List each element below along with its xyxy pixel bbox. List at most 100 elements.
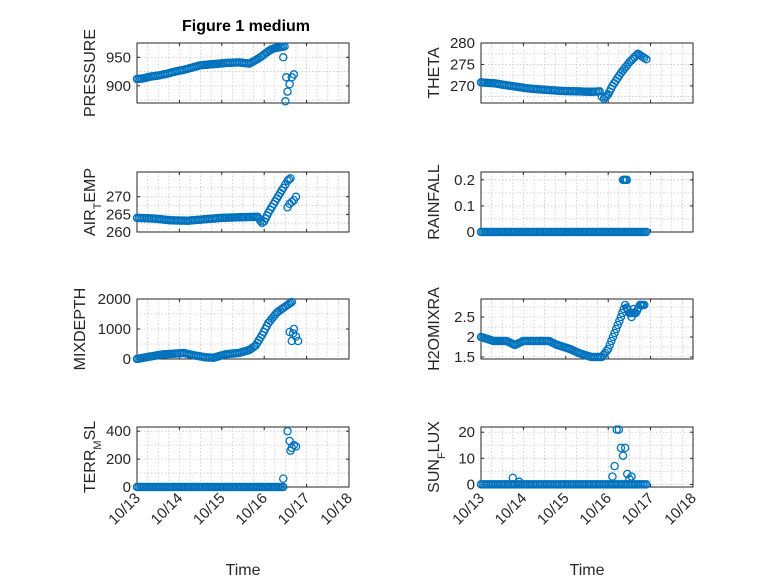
- data-point: [256, 216, 265, 226]
- y-axis-label: H2OMIXRA: [426, 287, 443, 371]
- y-axis-label-part: SUN: [426, 459, 443, 493]
- data-point: [627, 312, 636, 322]
- subplot-1: 900 950 PRESSURE: [82, 29, 350, 117]
- data-point: [508, 473, 518, 483]
- data-point: [608, 332, 618, 342]
- y-tick-label: 950: [106, 49, 131, 66]
- y-axis-label-part: SL: [82, 421, 99, 441]
- data-point: [623, 469, 632, 479]
- y-tick-label: 0: [467, 476, 475, 493]
- y-axis-label: RAINFALL: [426, 164, 443, 240]
- y-tick-label: 0: [467, 224, 475, 241]
- data-point: [629, 304, 638, 314]
- y-axis-label-part: TERR: [82, 450, 99, 494]
- y-tick-label: 280: [450, 35, 475, 52]
- x-axis-label: Time: [226, 562, 261, 579]
- data-point: [620, 443, 630, 453]
- data-point: [603, 344, 613, 354]
- data-point: [283, 426, 292, 436]
- data-point: [279, 53, 288, 62]
- data-point: [287, 197, 297, 207]
- x-axis-label: Time: [570, 562, 605, 579]
- subplot-5: 0 1000 2000 MIXDEPTH: [72, 288, 350, 371]
- data-point: [607, 336, 616, 346]
- data-point: [639, 300, 649, 310]
- y-axis-label: SUNFLUX: [426, 421, 448, 493]
- data-point: [616, 312, 626, 322]
- data-point: [279, 482, 288, 492]
- y-tick-label: 0: [123, 351, 131, 368]
- axis-box: [480, 42, 694, 104]
- data-point: [642, 227, 651, 237]
- data-point: [514, 477, 524, 487]
- y-axis-label: MIXDEPTH: [72, 288, 89, 371]
- data-point: [288, 329, 298, 338]
- y-axis-label-subscript: M: [92, 440, 104, 449]
- data-point: [291, 442, 301, 451]
- y-axis-label-part: AIR: [82, 209, 99, 236]
- figure-title: Figure 1 medium: [182, 18, 310, 35]
- data-point: [627, 472, 636, 481]
- y-axis-label: AIRTEMP: [82, 168, 104, 236]
- subplot-4: 0 0.1 0.2 RAINFALL: [426, 164, 694, 241]
- y-tick-label: 400: [106, 423, 131, 440]
- axis-box: [136, 42, 350, 104]
- y-tick-label: 270: [106, 189, 131, 206]
- data-point: [611, 324, 621, 334]
- axis-box: [136, 171, 350, 233]
- y-tick-label: 200: [106, 451, 131, 468]
- subplot-2: 270 275 280 THETA: [426, 35, 694, 104]
- y-tick-label: 0.2: [454, 172, 475, 189]
- data-point: [281, 73, 291, 82]
- data-point: [293, 336, 303, 346]
- y-tick-label: 1.5: [454, 349, 475, 366]
- data-point: [280, 42, 289, 51]
- data-point: [613, 320, 622, 330]
- data-point: [281, 97, 290, 106]
- y-tick-label: 2: [467, 329, 475, 346]
- subplot-6: 1.5 2 2.5 H2OMIXRA: [426, 287, 694, 371]
- data-point: [289, 70, 299, 79]
- data-point: [642, 480, 651, 489]
- y-axis-label-part: EMP: [82, 168, 99, 203]
- y-tick-label: 0: [123, 479, 131, 496]
- data-point: [291, 192, 301, 201]
- data-point: [616, 443, 626, 453]
- data-point: [286, 174, 295, 183]
- data-point: [608, 472, 617, 481]
- y-axis-label: THETA: [426, 47, 443, 99]
- data-point: [286, 298, 295, 308]
- data-point: [605, 340, 615, 350]
- data-point: [283, 87, 292, 96]
- data-point: [614, 425, 624, 434]
- data-point: [284, 175, 294, 184]
- y-tick-label: 270: [450, 78, 475, 95]
- data-point: [625, 474, 634, 484]
- data-point: [287, 297, 297, 307]
- y-axis-label-subscript: F: [436, 452, 448, 459]
- y-tick-label: 265: [106, 206, 131, 223]
- y-axis-label-subscript: T: [92, 202, 104, 209]
- y-tick-label: 260: [106, 224, 131, 241]
- data-point: [610, 461, 619, 471]
- data-point: [602, 91, 612, 101]
- data-point: [595, 87, 604, 96]
- y-tick-label: 2.5: [454, 309, 475, 326]
- data-point: [623, 304, 632, 314]
- y-axis-label: PRESSURE: [82, 29, 99, 117]
- data-point: [618, 451, 628, 460]
- data-point: [622, 175, 632, 185]
- y-tick-label: 2000: [98, 291, 131, 308]
- y-tick-label: 20: [458, 424, 475, 441]
- data-point: [642, 55, 651, 64]
- data-point: [615, 316, 624, 326]
- data-point: [599, 94, 609, 103]
- y-axis-label: TERRMSL: [82, 421, 104, 493]
- y-tick-label: 0.1: [454, 198, 475, 215]
- y-tick-label: 900: [106, 78, 131, 95]
- y-tick-label: 275: [450, 56, 475, 73]
- data-point: [601, 93, 610, 102]
